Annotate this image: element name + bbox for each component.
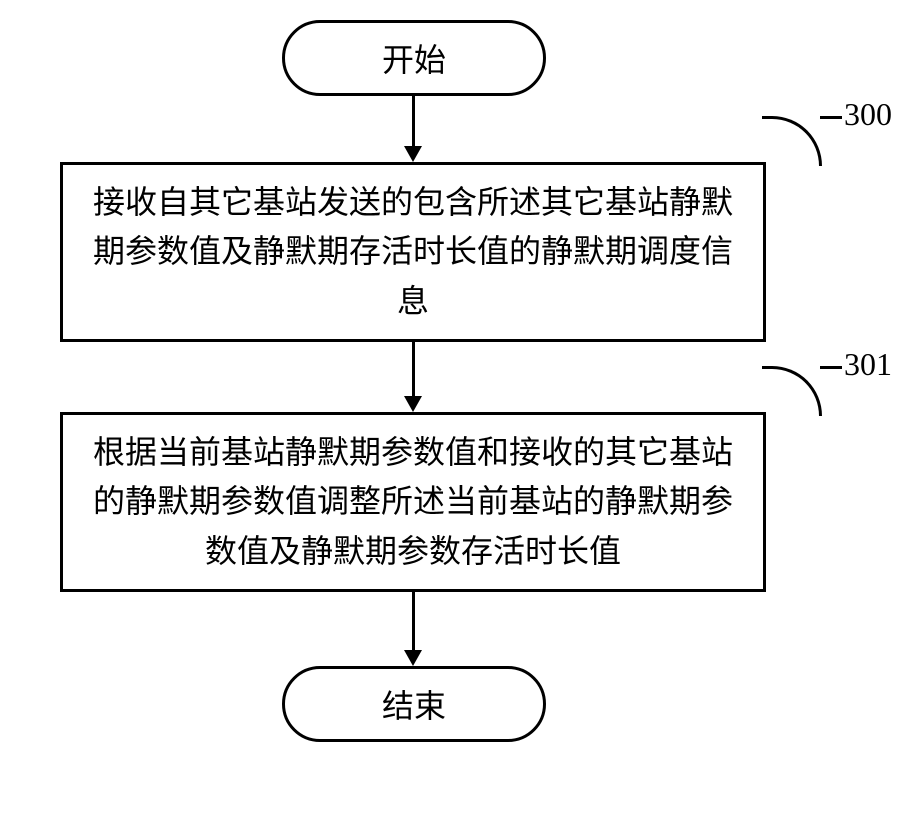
arrow-1-line bbox=[412, 96, 415, 146]
arrow-2-line bbox=[412, 342, 415, 396]
process-300-text: 接收自其它基站发送的包含所述其它基站静默期参数值及静默期存活时长值的静默期调度信… bbox=[93, 178, 733, 327]
process-300: 接收自其它基站发送的包含所述其它基站静默期参数值及静默期存活时长值的静默期调度信… bbox=[60, 162, 766, 342]
arrow-3-line bbox=[412, 592, 415, 650]
label-301-text: 301 bbox=[844, 346, 892, 382]
process-301: 根据当前基站静默期参数值和接收的其它基站的静默期参数值调整所述当前基站的静默期参… bbox=[60, 412, 766, 592]
leader-301-curve bbox=[762, 366, 822, 416]
end-terminal: 结束 bbox=[282, 666, 546, 742]
label-300-text: 300 bbox=[844, 96, 892, 132]
end-label: 结束 bbox=[382, 681, 446, 727]
arrow-3-head bbox=[404, 650, 422, 666]
leader-301-line bbox=[820, 366, 842, 369]
label-301: 301 bbox=[844, 346, 892, 383]
leader-300-curve bbox=[762, 116, 822, 166]
label-300: 300 bbox=[844, 96, 892, 133]
arrow-1-head bbox=[404, 146, 422, 162]
flowchart-container: 开始 接收自其它基站发送的包含所述其它基站静默期参数值及静默期存活时长值的静默期… bbox=[0, 0, 919, 817]
process-301-text: 根据当前基站静默期参数值和接收的其它基站的静默期参数值调整所述当前基站的静默期参… bbox=[93, 428, 733, 577]
start-terminal: 开始 bbox=[282, 20, 546, 96]
arrow-2-head bbox=[404, 396, 422, 412]
leader-300-line bbox=[820, 116, 842, 119]
start-label: 开始 bbox=[382, 35, 446, 81]
